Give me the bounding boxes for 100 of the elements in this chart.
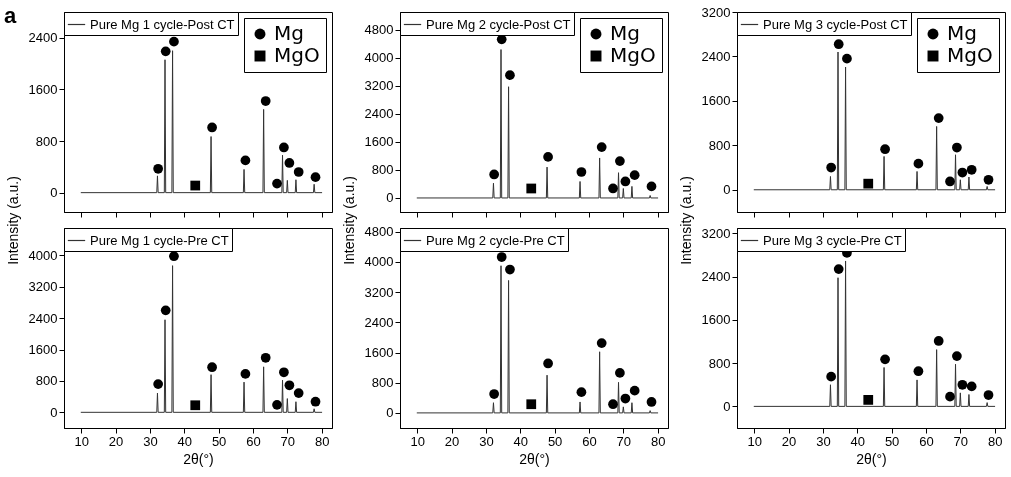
x-tick-label: 50 (211, 433, 227, 449)
y-tick-label: 4000 (364, 254, 394, 270)
point (880, 144, 890, 155)
point (826, 371, 837, 382)
legend-label: Pure Mg 3 cycle-Pre CT (763, 232, 902, 248)
point (153, 163, 164, 174)
legend-label: Mg (610, 21, 640, 45)
point (833, 264, 844, 274)
point (966, 164, 977, 175)
point (833, 39, 844, 50)
point (620, 176, 631, 187)
x-tick-label: 10 (410, 433, 425, 449)
point (496, 252, 507, 262)
x-tick-label: 20 (444, 433, 460, 449)
x-tick-label: 60 (919, 433, 934, 449)
y-tick-label: 800 (35, 133, 58, 149)
point (952, 142, 962, 153)
y-tick-label: 2400 (28, 30, 58, 46)
x-tick-label: 10 (74, 433, 89, 449)
x-tick-label: 60 (246, 433, 261, 449)
point (279, 367, 289, 378)
point (646, 181, 657, 192)
x-tick-label: 70 (953, 433, 969, 449)
point (526, 183, 537, 194)
point (913, 158, 924, 169)
line-series (416, 49, 659, 199)
x-tick-label: 80 (987, 433, 1003, 449)
point (526, 399, 537, 410)
y-tick-label: 2400 (701, 269, 731, 285)
y-tick-label: 0 (50, 185, 58, 201)
legend-label: Pure Mg 3 cycle-Post CT (763, 16, 908, 32)
y-tick-label: 1600 (701, 93, 731, 109)
point (945, 176, 955, 187)
y-tick-label: 4000 (364, 50, 394, 66)
x-tick-label: 50 (547, 433, 563, 449)
point (489, 169, 500, 180)
point (169, 251, 179, 262)
point (945, 391, 955, 402)
point (293, 167, 304, 177)
x-tick-label: 40 (850, 433, 865, 449)
point (207, 362, 217, 373)
legend-label: Mg (274, 21, 304, 45)
point (615, 156, 625, 166)
point (863, 178, 874, 189)
point (596, 142, 607, 152)
point (240, 155, 251, 166)
point (190, 180, 201, 191)
y-tick-label: 4000 (28, 247, 58, 263)
x-tick-label: 40 (177, 433, 192, 449)
x-tick-label: 60 (582, 433, 597, 449)
x-tick-label: 70 (280, 433, 296, 449)
point (596, 338, 607, 348)
point (966, 381, 977, 392)
y-tick-label: 800 (371, 375, 394, 391)
point (957, 379, 968, 390)
x-axis-title: 2θ(°) (183, 450, 214, 467)
point (863, 395, 874, 405)
point (489, 389, 500, 399)
x-axis-title: 2θ(°) (856, 450, 887, 467)
y-tick-label: 3200 (364, 284, 394, 300)
legend-label: Pure Mg 1 cycle-Post CT (90, 16, 235, 32)
legend-label: Pure Mg 2 cycle-Pre CT (426, 232, 565, 248)
y-tick-label: 1600 (364, 345, 394, 361)
x-tick-label: 80 (314, 433, 330, 449)
point (260, 352, 271, 363)
x-tick-label: 80 (650, 433, 666, 449)
y-tick-label: 800 (708, 355, 731, 371)
point (543, 358, 553, 369)
point (629, 385, 640, 396)
point (608, 399, 618, 410)
x-tick-label: 10 (747, 433, 762, 449)
point (842, 53, 852, 64)
y-tick-label: 2400 (28, 310, 58, 326)
point (207, 122, 217, 133)
legend-label: MgO (947, 43, 993, 67)
point (160, 46, 171, 57)
point (160, 305, 171, 316)
y-tick-label: 1600 (28, 342, 58, 358)
point (272, 400, 282, 410)
legend-label: MgO (610, 43, 656, 67)
legend-label: Mg (947, 21, 977, 45)
point (646, 397, 657, 407)
point (284, 158, 295, 168)
y-tick-label: 2400 (364, 314, 394, 330)
point (153, 379, 164, 389)
y-tick-label: 4800 (364, 224, 394, 240)
x-tick-label: 30 (816, 433, 831, 449)
x-tick-label: 30 (143, 433, 158, 449)
x-tick-label: 20 (108, 433, 124, 449)
legend-label: MgO (274, 43, 320, 67)
y-tick-label: 0 (723, 398, 731, 414)
legend-label: Pure Mg 1 cycle-Pre CT (90, 232, 229, 248)
point (629, 170, 640, 181)
point (933, 336, 944, 346)
point (272, 178, 282, 189)
x-tick-label: 40 (513, 433, 528, 449)
point (260, 96, 271, 106)
point (576, 387, 587, 398)
y-tick-label: 3200 (701, 225, 731, 241)
point (880, 354, 890, 365)
